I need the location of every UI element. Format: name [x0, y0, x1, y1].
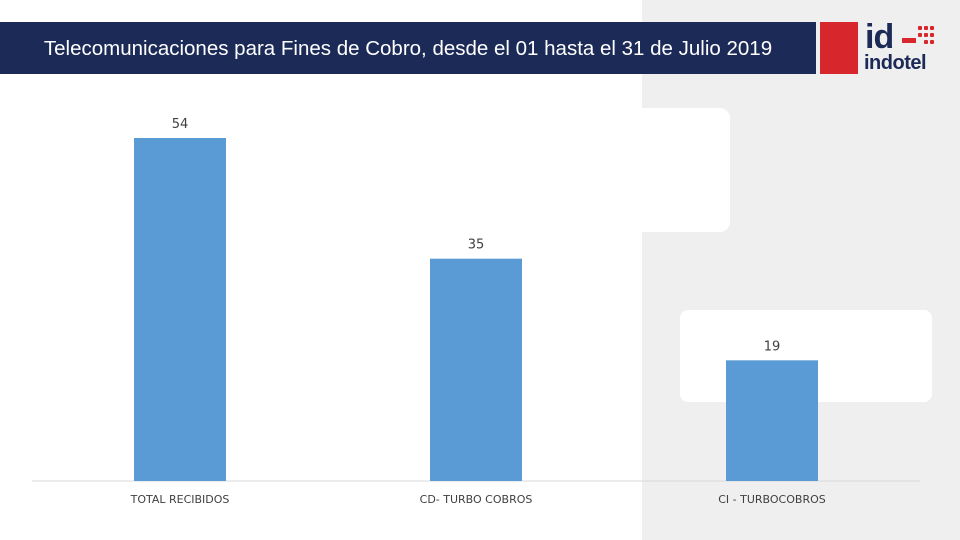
bar: [430, 258, 522, 481]
logo-red-block: [820, 22, 858, 74]
category-label: CI - TURBOCOBROS: [718, 493, 825, 506]
chart-title: Telecomunicaciones para Fines de Cobro, …: [0, 22, 816, 74]
logo-dots: [918, 26, 936, 52]
category-label: CD- TURBO COBROS: [420, 493, 533, 506]
bar: [726, 360, 818, 481]
data-label: 19: [764, 339, 781, 354]
logo-mark: id: [865, 18, 894, 56]
bar: [134, 138, 226, 481]
data-label: 54: [172, 117, 189, 132]
category-label: TOTAL RECIBIDOS: [130, 493, 230, 506]
background-block-upper: [642, 108, 730, 232]
indotel-logo: id indotel: [820, 18, 940, 76]
background-left: [0, 0, 642, 540]
logo-name: indotel: [864, 52, 927, 74]
logo-dash: [902, 38, 916, 43]
data-label: 35: [468, 238, 485, 253]
